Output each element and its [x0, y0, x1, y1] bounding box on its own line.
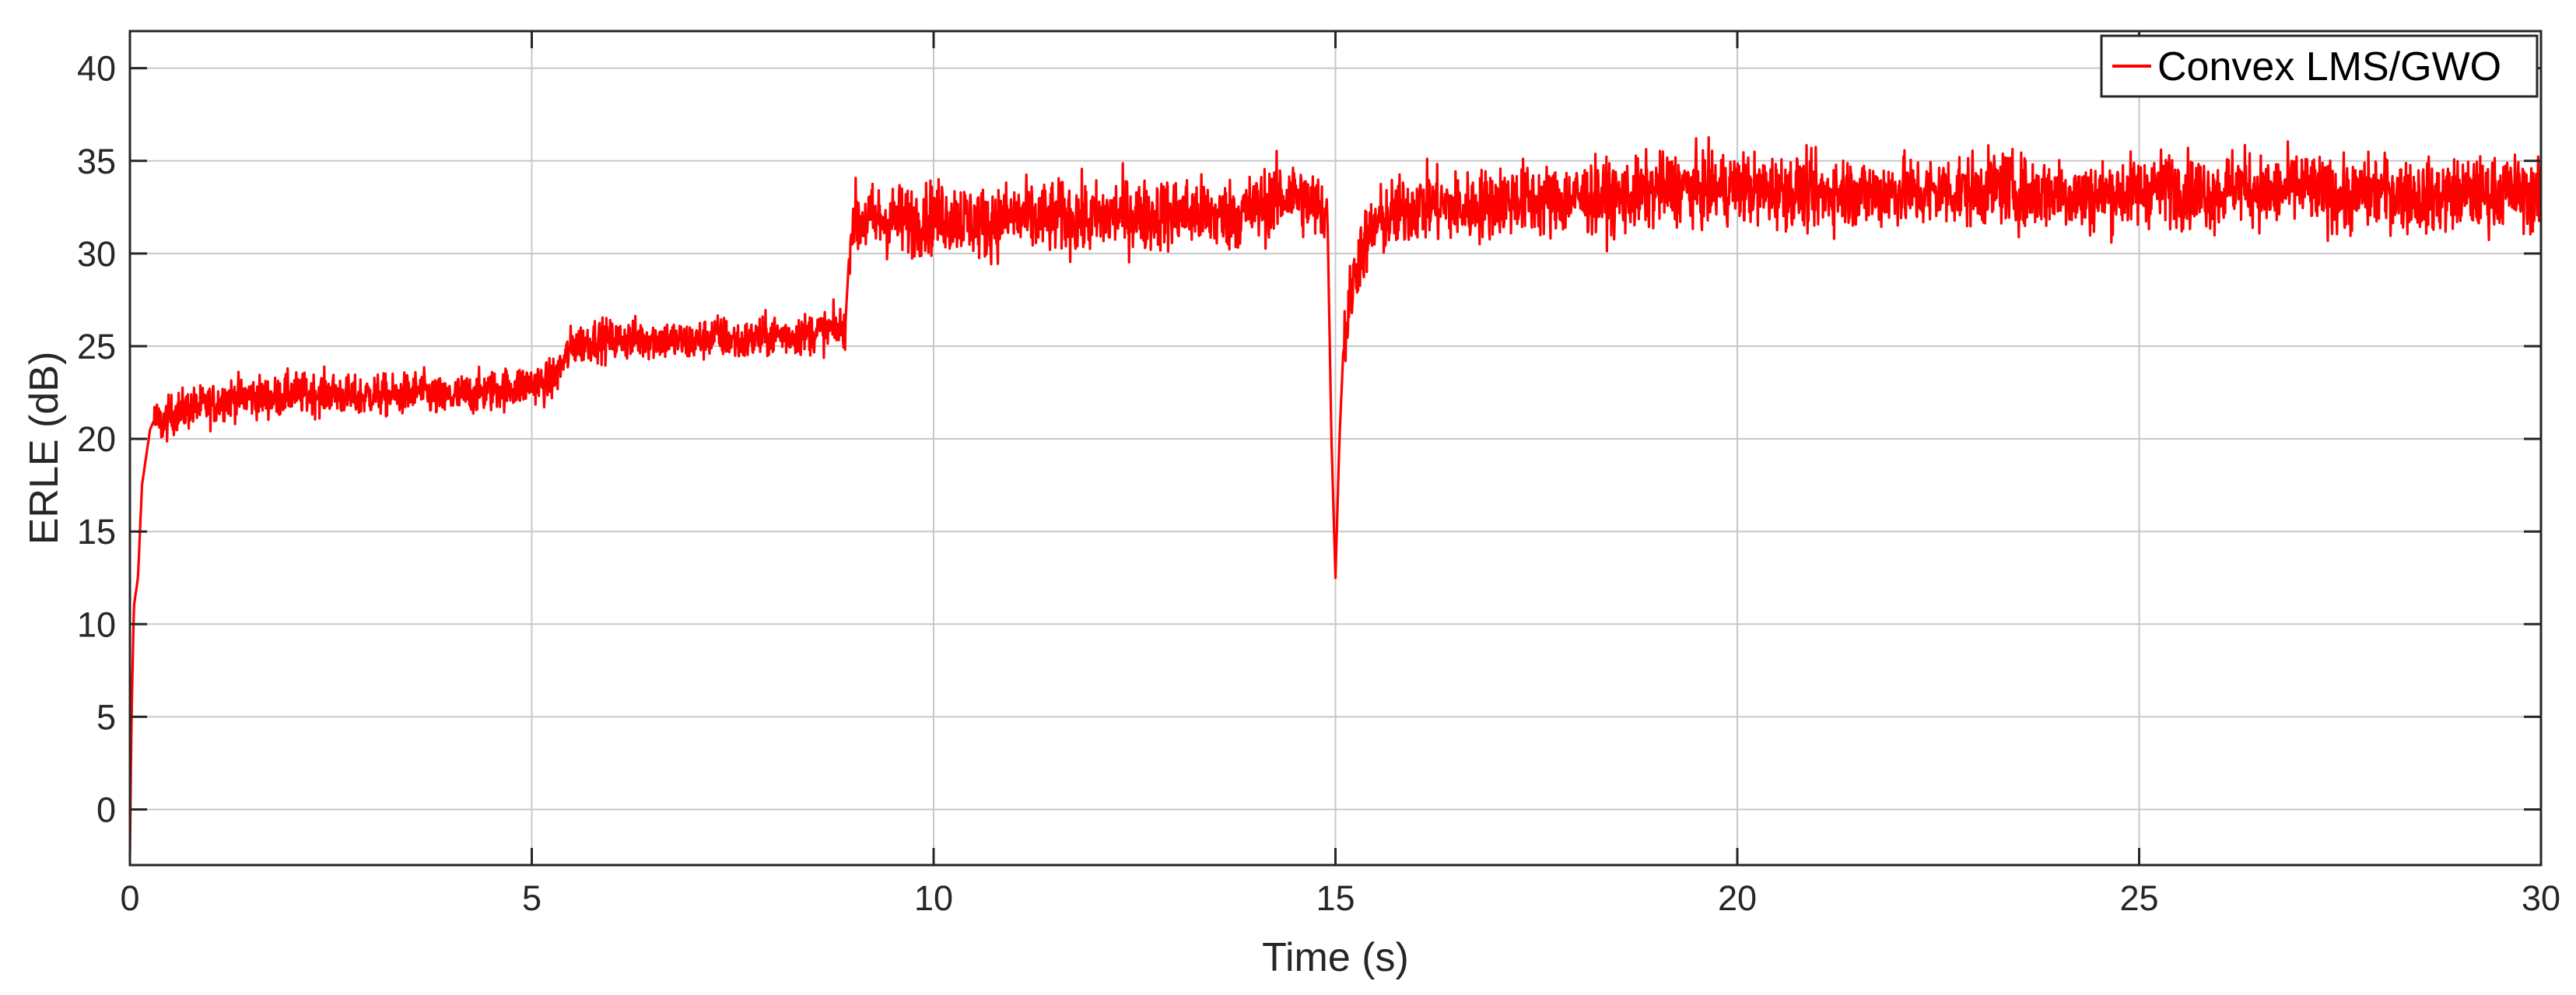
y-tick-label: 10	[77, 604, 116, 644]
series-line-0	[128, 136, 2543, 857]
x-tick-label: 10	[914, 878, 953, 918]
tick-labels: 0 5 10 15 20 25 30 0 5 10 15 20 25 30 35 40	[77, 49, 2560, 918]
legend: Convex LMS/GWO	[2100, 34, 2539, 98]
y-tick-label: 15	[77, 512, 116, 552]
ticks	[128, 31, 2543, 865]
legend-box	[2100, 34, 2539, 98]
x-tick-label: 5	[522, 878, 541, 918]
y-tick-label: 40	[77, 49, 116, 89]
y-tick-label: 35	[77, 142, 116, 181]
y-tick-label: 5	[96, 697, 116, 737]
x-tick-label: 25	[2119, 878, 2158, 918]
x-tick-label: 20	[1718, 878, 1757, 918]
x-tick-label: 15	[1316, 878, 1355, 918]
x-axis-label: Time (s)	[1262, 935, 1409, 980]
y-tick-label: 30	[77, 234, 116, 274]
y-tick-label: 20	[77, 419, 116, 459]
x-tick-label: 0	[120, 878, 139, 918]
x-tick-label: 30	[2522, 878, 2560, 918]
legend-entry: Convex LMS/GWO	[2157, 44, 2501, 89]
series-group	[128, 136, 2543, 857]
y-tick-label: 25	[77, 327, 116, 366]
y-tick-label: 0	[96, 790, 116, 830]
y-axis-label: ERLE (dB)	[22, 352, 67, 545]
